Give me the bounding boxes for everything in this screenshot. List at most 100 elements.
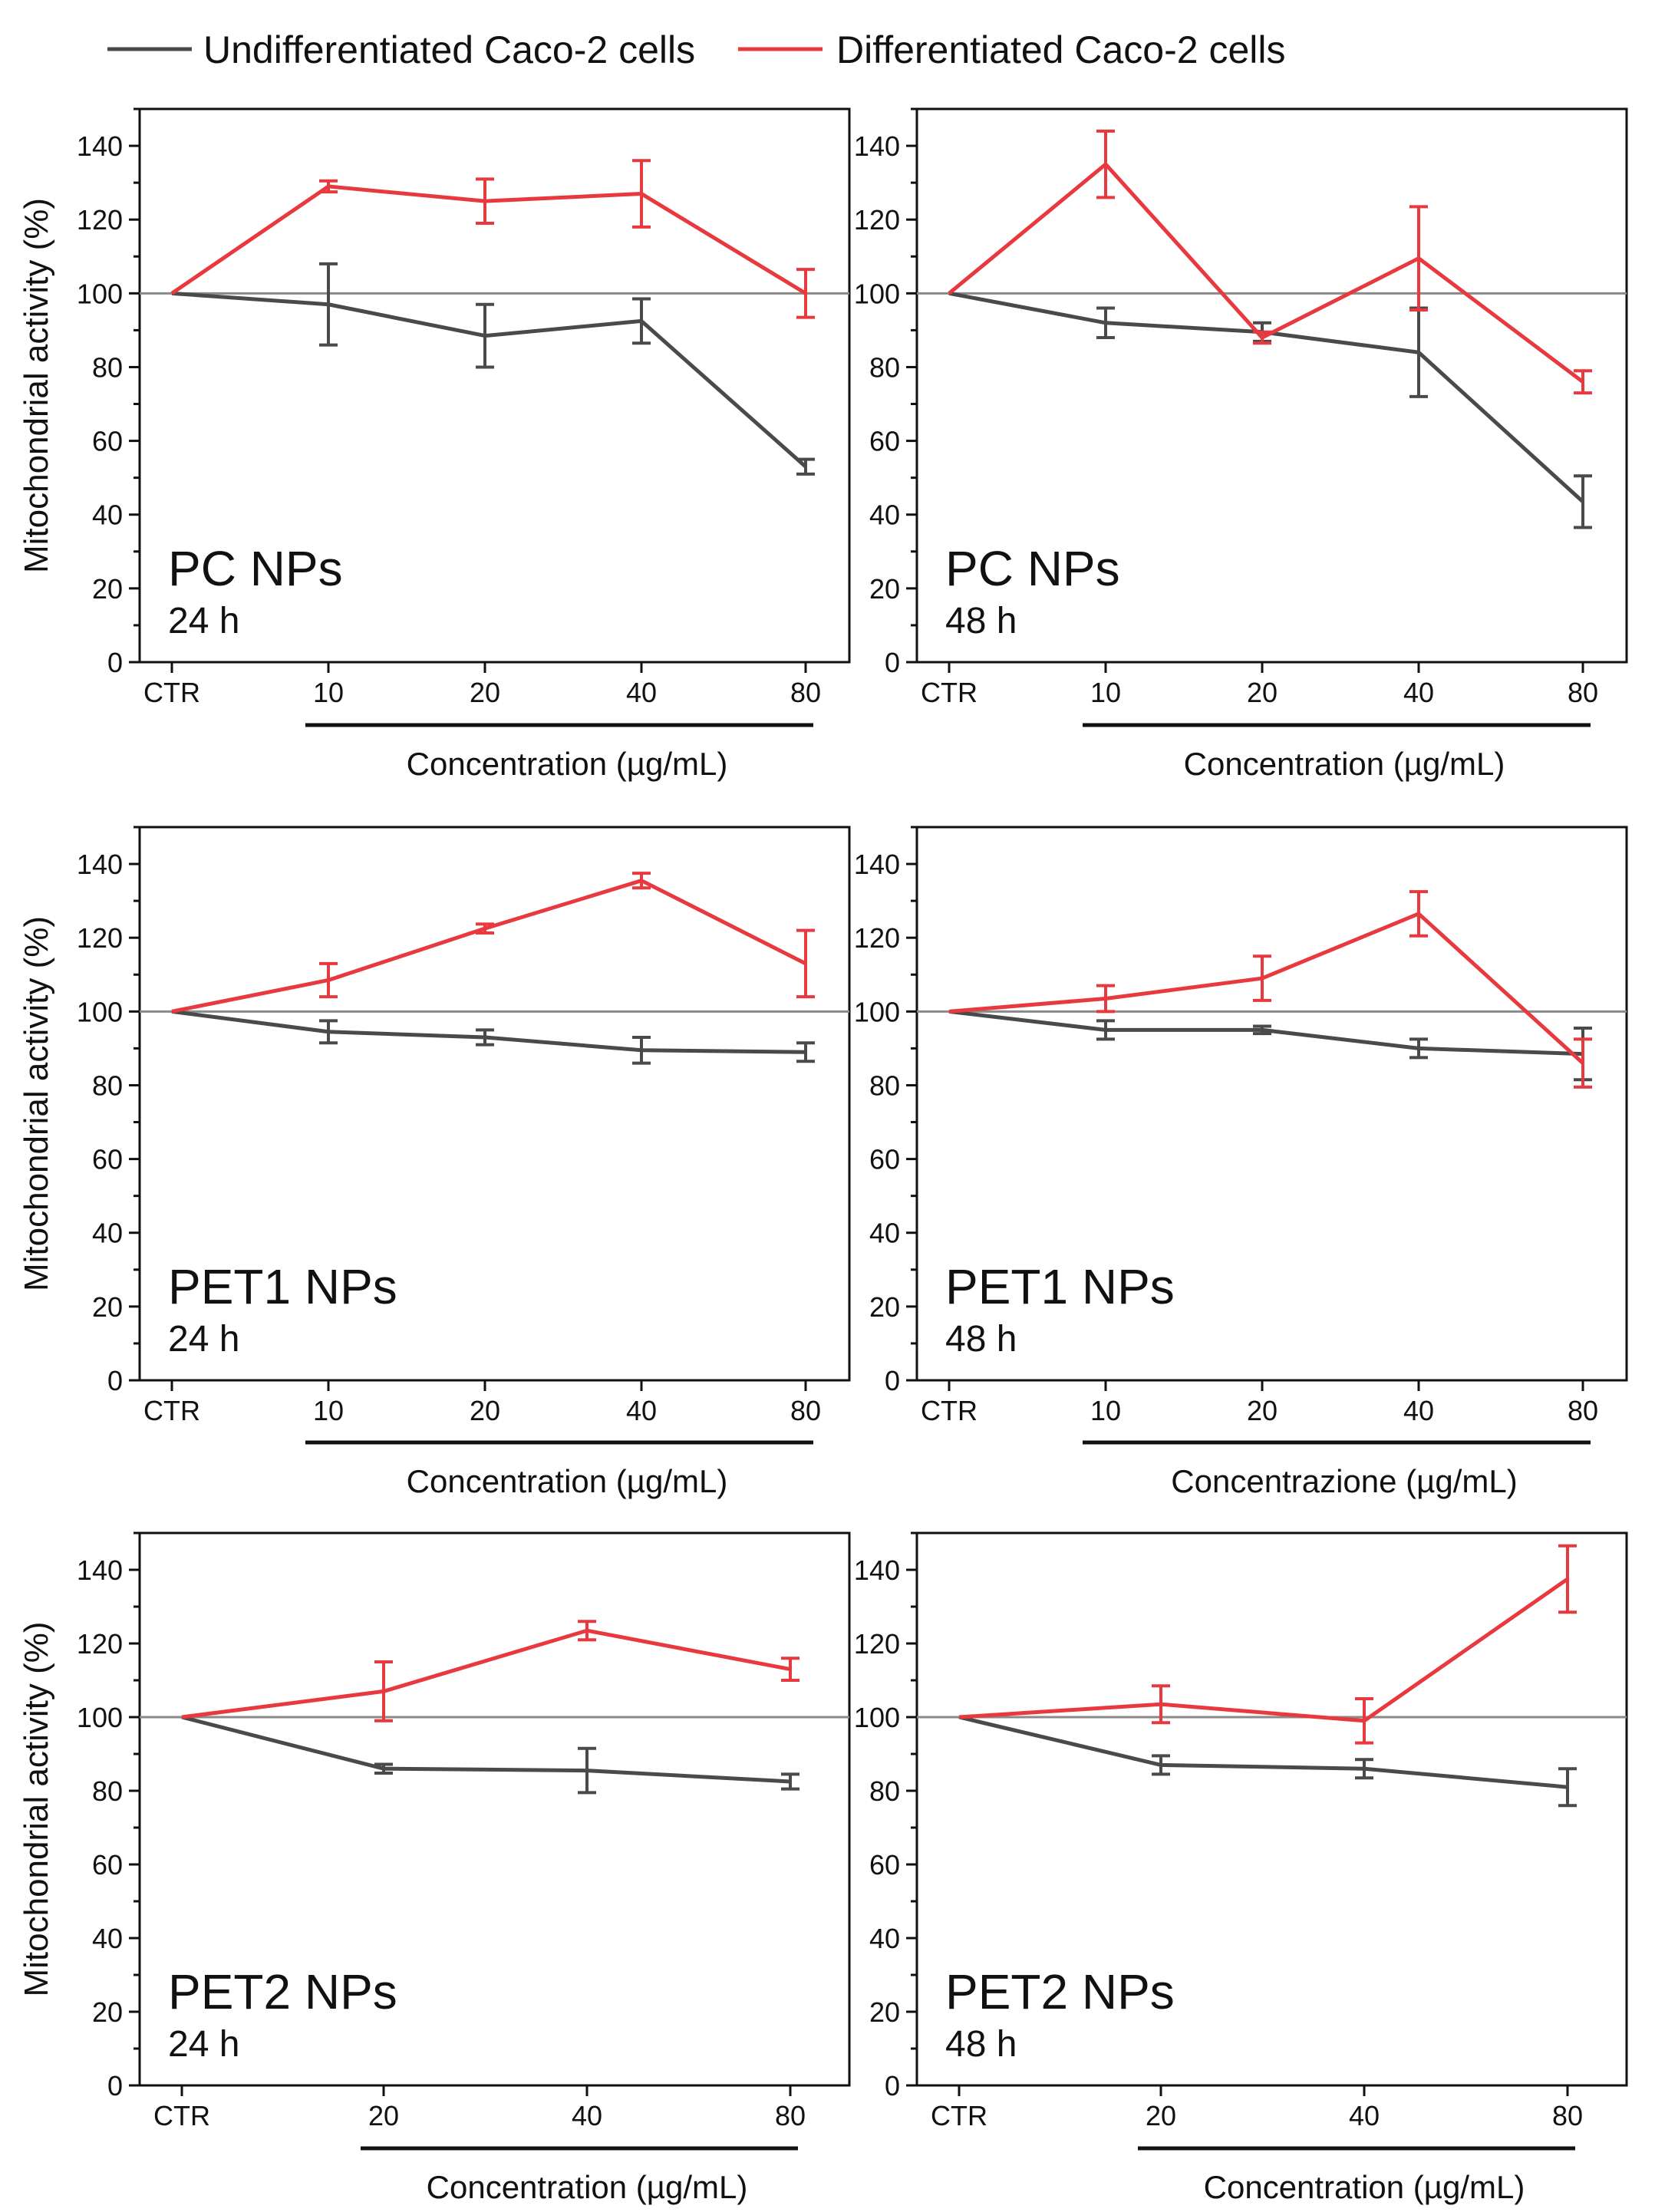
x-axis-label: Concentration (µg/mL) [407,1463,728,1499]
y-tick-label: 100 [854,1702,900,1733]
error-bar [476,302,494,369]
series-line [948,162,1584,384]
error-bar [1096,306,1115,340]
x-tick-label: 40 [1403,1395,1434,1426]
y-tick-label: 60 [92,1144,123,1175]
error-bar [796,1041,815,1063]
chart-panel-2: 0 20 40 60 80 100 120 140 CTR 10 20 40 80 Concentrati… [18,826,851,1499]
chart-panel-0: 0 20 40 60 80 100 120 140 CTR 10 20 40 80 Concentrati… [18,107,851,782]
error-bar [1558,1767,1577,1808]
x-tick-label: CTR [143,1395,200,1426]
y-tick-label: 0 [885,1365,900,1396]
x-tick-label: 80 [1552,2100,1583,2131]
y-tick-label: 80 [869,1775,900,1807]
plot-frame [915,826,1628,1382]
panel-subtitle: 48 h [945,2024,1017,2065]
series-0 [948,1009,1592,1082]
x-tick-label: 10 [1090,1395,1121,1426]
series-1 [171,872,815,1014]
error-bar [1574,1037,1592,1089]
error-bar [1096,984,1115,1014]
y-tick-label: 140 [77,849,123,880]
error-bar [1574,369,1592,395]
x-tick-label: 80 [790,677,821,708]
panel-subtitle: 24 h [168,1319,239,1360]
y-tick-label: 80 [869,351,900,383]
y-tick-label: 100 [77,278,123,309]
series-0 [181,1715,799,1795]
y-tick-label: 40 [92,1923,123,1954]
error-bar [1355,1758,1373,1780]
error-bar [632,159,651,229]
y-tick-label: 40 [92,1218,123,1249]
y-tick-label: 100 [854,996,900,1027]
error-bar [578,1746,596,1795]
y-tick-label: 20 [869,573,900,605]
x-tick-label: 20 [368,2100,399,2131]
y-tick-label: 80 [92,351,123,383]
panel-title: PC NPs [945,541,1120,596]
y-tick-label: 140 [854,849,900,880]
y-tick-label: 80 [92,1775,123,1807]
y-tick-label: 60 [869,1849,900,1881]
series-line [948,291,1584,503]
error-bar [1409,1037,1428,1060]
x-tick-label: 20 [470,677,500,708]
error-bar [1409,205,1428,312]
panel-title: PET2 NPs [168,1964,397,2019]
y-tick-label: 100 [854,278,900,309]
panel-subtitle: 48 h [945,1319,1017,1360]
chart-panel-4: 0 20 40 60 80 100 120 140 CTR 20 40 80 Concentration… [18,1531,851,2205]
error-bar [476,922,494,935]
x-axis-label: Concentration (µg/mL) [1204,2169,1525,2205]
y-tick-label: 120 [77,922,123,954]
y-tick-label: 60 [869,1144,900,1175]
series-line [958,1715,1568,1789]
y-tick-label: 40 [92,499,123,531]
x-axis-label: Concentration (µg/mL) [427,2169,748,2205]
y-tick-label: 0 [885,647,900,678]
chart-panel-1: 0 20 40 60 80 100 120 140 CTR 10 20 40 80 Concentrati… [854,107,1628,782]
error-bar [1574,474,1592,529]
error-bar [319,961,338,999]
x-axis-label: Concentration (µg/mL) [1184,746,1505,782]
series-line [181,1628,791,1719]
y-tick-label: 140 [854,130,900,162]
error-bar [632,872,651,890]
x-tick-label: 20 [1146,2100,1176,2131]
y-tick-label: 0 [107,1365,123,1396]
x-tick-label: 10 [1090,677,1121,708]
y-tick-label: 20 [92,573,123,605]
y-axis-label: Mitochondrial activity (%) [18,1621,55,1996]
error-bar [374,1762,393,1775]
x-tick-label: 40 [1403,677,1434,708]
panel-subtitle: 24 h [168,2024,239,2065]
x-tick-label: 80 [775,2100,806,2131]
x-tick-label: CTR [931,2100,987,2131]
error-bar [476,1028,494,1047]
error-bar [319,262,338,347]
error-bar [1152,1754,1170,1776]
error-bar [1253,954,1271,1002]
plot-frame [138,1531,851,2087]
series-line [170,184,807,295]
y-tick-label: 100 [77,1702,123,1733]
error-bar [1355,1697,1373,1745]
error-bar [1096,129,1115,199]
y-tick-label: 80 [869,1070,900,1101]
series-0 [948,291,1592,529]
y-tick-label: 40 [869,499,900,531]
error-bar [476,177,494,226]
error-bar [1409,890,1428,938]
x-tick-label: 20 [1247,677,1278,708]
error-bar [1253,1024,1271,1036]
series-line [948,912,1584,1065]
series-1 [181,1620,799,1722]
series-line [958,1577,1569,1723]
y-tick-label: 20 [92,1291,123,1323]
x-tick-label: 10 [313,677,344,708]
series-0 [958,1715,1577,1808]
legend-label-0: Undifferentiated Caco-2 cells [203,28,695,71]
x-tick-label: CTR [921,1395,978,1426]
y-tick-label: 0 [107,2070,123,2102]
